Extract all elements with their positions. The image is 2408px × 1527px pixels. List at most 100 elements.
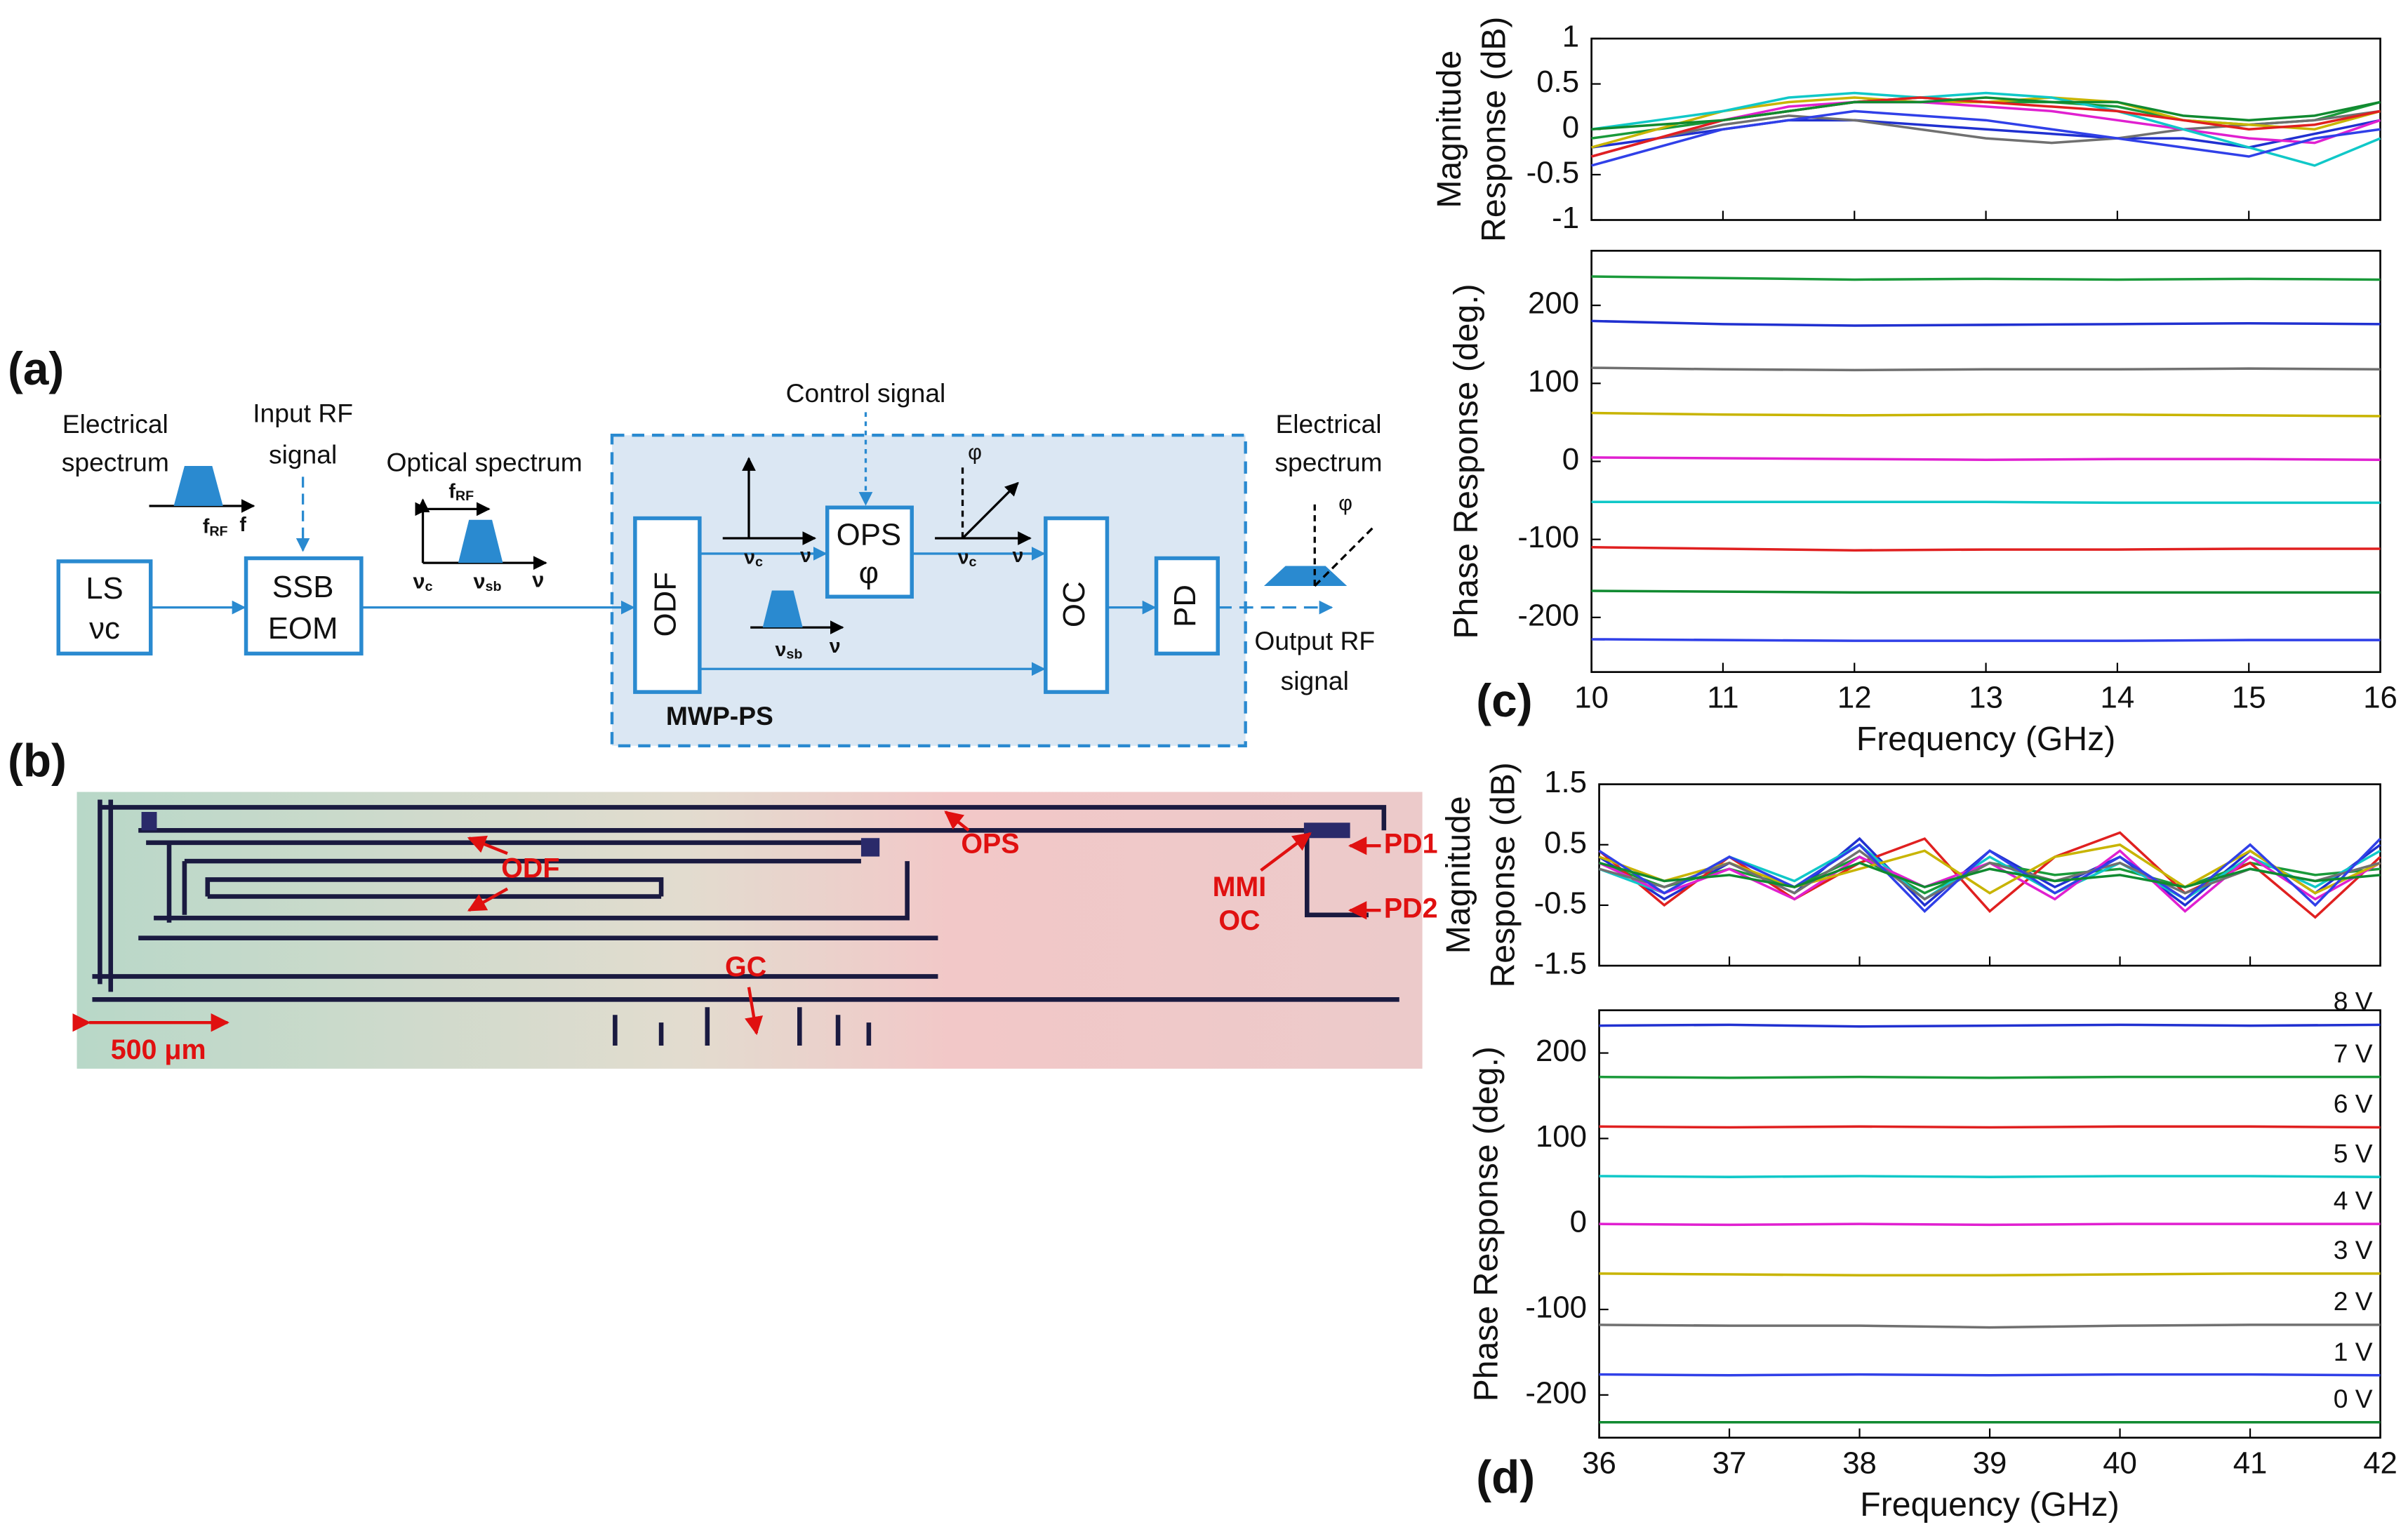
text: spectrum (1275, 448, 1382, 477)
label: PD1 (1384, 829, 1438, 860)
text: sb (786, 647, 802, 662)
oc-box (1044, 516, 1110, 694)
series-line (1599, 1323, 2381, 1329)
y-tick-label: 1 (1562, 20, 1579, 54)
text: LS (86, 571, 124, 606)
series-label: 6 V (2334, 1089, 2373, 1119)
arrow (1260, 832, 1312, 872)
y-axis-label: Phase Response (deg.) (1447, 284, 1485, 639)
series-label: 8 V (2334, 987, 2373, 1016)
series-line (1591, 319, 2381, 327)
plot-frame (1590, 250, 2381, 673)
x-tick-label: 41 (2233, 1446, 2268, 1481)
panel-label: (d) (1476, 1451, 1535, 1502)
y-tick-label: -100 (1525, 1291, 1587, 1325)
text: ODF (648, 572, 682, 636)
series-line (1599, 1023, 2381, 1028)
series-line (1591, 638, 2381, 642)
text: ν (473, 570, 485, 594)
text: f (448, 480, 455, 502)
x-tick-label: 40 (2103, 1446, 2137, 1481)
arrow (745, 987, 764, 1036)
y-tick-label: -100 (1517, 520, 1579, 554)
arrow (467, 835, 508, 855)
text: sb (486, 579, 502, 594)
text: Electrical (62, 409, 168, 439)
pd-box (1154, 556, 1220, 656)
x-tick-label: 11 (1707, 681, 1738, 715)
micrograph: (b) OPS ODF MMI OC PD1 PD2 GC 500 μm (8, 735, 1438, 1069)
text: c (969, 554, 977, 570)
x-tick-label: 36 (1582, 1446, 1616, 1481)
series-label: 5 V (2334, 1138, 2373, 1168)
text: fRF (203, 515, 228, 539)
text: ν (830, 635, 841, 658)
text: RF (455, 488, 474, 504)
text: EOM (268, 611, 338, 646)
text: f (203, 515, 210, 538)
y-tick-label: -0.5 (1526, 155, 1579, 189)
series-line (1591, 411, 2381, 418)
text: fRF (448, 480, 474, 504)
text: νc (89, 611, 120, 646)
series-line (1599, 861, 2381, 888)
series-label: 4 V (2334, 1185, 2373, 1215)
series-line (1591, 109, 2381, 167)
y-tick-label: 200 (1536, 1034, 1587, 1068)
text: RF (209, 524, 227, 539)
eom-box (244, 556, 364, 656)
x-tick-label: 12 (1837, 681, 1872, 715)
series-line (1599, 1175, 2381, 1178)
spectrum (458, 519, 503, 564)
series-line (1598, 837, 2381, 913)
text: ν (413, 570, 425, 594)
y-tick-label: -200 (1525, 1375, 1587, 1410)
label: OC (1218, 905, 1260, 936)
x-tick-label: 13 (1969, 681, 2003, 715)
series-label: 7 V (2334, 1039, 2373, 1068)
y-tick-label: 100 (1536, 1119, 1587, 1154)
text: ν (1012, 545, 1023, 567)
arrow (944, 811, 970, 832)
x-axis-label: Frequency (GHz) (1856, 720, 2116, 758)
y-tick-label: -1.5 (1534, 947, 1587, 981)
label: OPS (961, 829, 1019, 860)
label: PD2 (1384, 893, 1438, 924)
label: MMI (1213, 872, 1267, 902)
odf-box (633, 516, 702, 694)
text: νc (413, 570, 432, 595)
text: φ (1338, 491, 1352, 515)
y-tick-label: -1 (1552, 201, 1579, 235)
text: ν (800, 545, 811, 567)
text: c (755, 554, 763, 570)
spectrum (762, 590, 803, 628)
spectrum (1263, 566, 1348, 586)
x-tick-label: 37 (1712, 1446, 1747, 1481)
text: ν (776, 638, 787, 660)
y-axis-label: Response (dB) (1484, 762, 1522, 987)
text: νc (958, 546, 977, 570)
spectrum (173, 466, 223, 507)
pad (141, 812, 157, 831)
x-tick-label: 42 (2363, 1446, 2397, 1481)
series-label: 2 V (2334, 1286, 2373, 1316)
scale-label: 500 μm (111, 1034, 206, 1065)
x-tick-label: 38 (1842, 1446, 1877, 1481)
text: Output RF (1254, 626, 1375, 655)
y-tick-label: 1.5 (1544, 765, 1587, 799)
series-line (1591, 546, 2381, 552)
text: signal (269, 440, 337, 469)
text: OC (1057, 581, 1091, 627)
series-line (1599, 1125, 2381, 1129)
series-line (1591, 366, 2381, 372)
label: ODF (501, 853, 559, 884)
text: f (239, 514, 246, 536)
text: spectrum (62, 448, 169, 477)
y-tick-label: 100 (1528, 364, 1579, 399)
panel-label: (c) (1476, 675, 1532, 726)
pad (1303, 822, 1350, 839)
text: ν (958, 546, 969, 568)
y-tick-label: 0 (1562, 442, 1579, 476)
ops-box (825, 505, 914, 599)
